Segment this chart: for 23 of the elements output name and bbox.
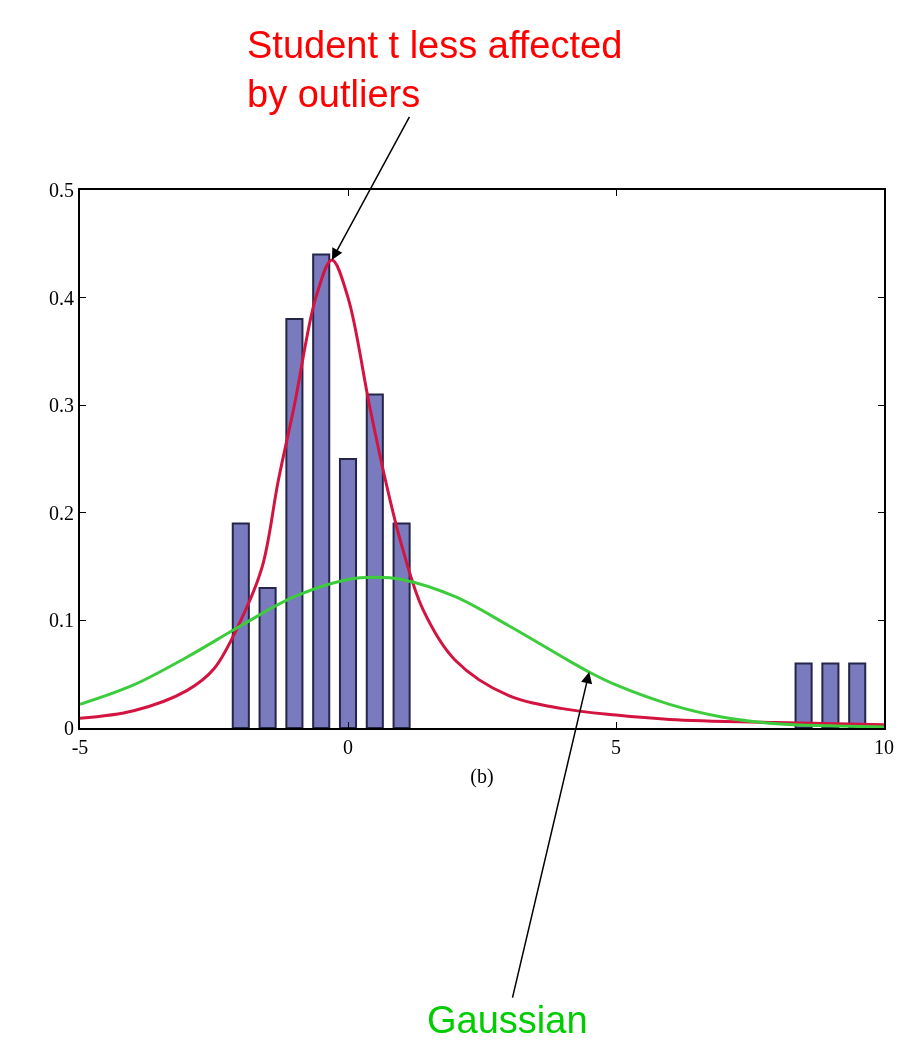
annotation: Gaussian [427, 999, 588, 1041]
bar [285, 318, 304, 728]
bar [821, 662, 840, 728]
y-tick-label: 0 [64, 717, 74, 739]
y-tick-label: 0.5 [49, 179, 74, 201]
bar [338, 458, 358, 728]
x-tick-label: -5 [71, 736, 89, 758]
y-tick-label: 0.3 [49, 394, 74, 417]
bar [258, 587, 277, 728]
bar [365, 393, 384, 728]
x-axis-title: (b) [470, 765, 494, 788]
y-tick-label: 0.4 [49, 286, 74, 309]
annotation: Student t less affected by outliers [247, 24, 623, 116]
bar [231, 522, 250, 728]
y-tick-label: 0.1 [49, 609, 74, 632]
x-tick-label: 5 [611, 736, 621, 758]
x-tick-label: 0 [343, 736, 353, 758]
x-tick-label: 10 [874, 736, 894, 758]
y-tick-label: 0.2 [49, 501, 74, 524]
bar [392, 522, 411, 728]
bar [794, 662, 813, 728]
bar [312, 253, 331, 728]
line-series [80, 575, 884, 728]
